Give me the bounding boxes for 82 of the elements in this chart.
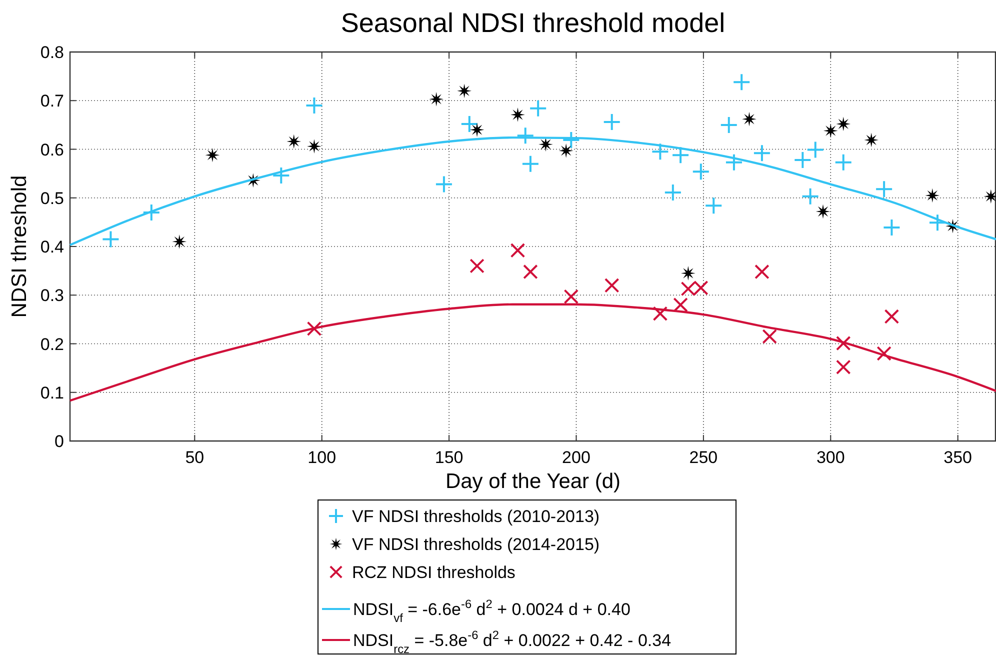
point — [305, 96, 324, 114]
y-tick-label: 0.3 — [40, 286, 64, 306]
point — [836, 116, 851, 132]
point — [672, 146, 690, 164]
point — [523, 264, 538, 280]
point — [882, 218, 901, 237]
point — [875, 180, 894, 198]
point — [704, 196, 723, 215]
point — [836, 336, 851, 351]
point — [521, 154, 540, 173]
point — [925, 188, 940, 203]
point — [876, 346, 892, 361]
point — [762, 329, 777, 344]
point — [604, 278, 620, 293]
point — [692, 162, 710, 181]
point — [834, 153, 852, 172]
point — [752, 144, 771, 162]
legend-label: VF NDSI thresholds (2010-2013) — [352, 507, 600, 526]
chart-title: Seasonal NDSI threshold model — [340, 8, 726, 38]
x-tick-label: 300 — [816, 448, 845, 467]
point — [742, 112, 756, 126]
point — [205, 148, 220, 162]
y-tick-label: 0.2 — [40, 334, 64, 354]
point — [720, 116, 738, 134]
point — [664, 184, 682, 202]
y-tick-label: 0.7 — [40, 92, 64, 111]
x-tick-label: 250 — [689, 448, 718, 467]
point — [272, 166, 290, 185]
legend-label: RCZ NDSI thresholds — [352, 563, 516, 582]
point — [142, 203, 160, 222]
y-axis-title: NDSI threshold — [8, 175, 31, 318]
point — [307, 139, 322, 154]
point — [516, 126, 534, 145]
point — [564, 289, 579, 304]
point — [651, 142, 670, 161]
point — [306, 321, 322, 336]
point — [286, 134, 302, 149]
point — [884, 309, 900, 324]
legend-label: VF NDSI thresholds (2014-2015) — [352, 535, 600, 554]
point — [928, 214, 946, 232]
x-tick-label: 100 — [308, 448, 336, 467]
x-tick-label: 50 — [185, 448, 204, 467]
point — [102, 230, 120, 248]
point — [864, 132, 879, 148]
point — [434, 175, 453, 194]
x-tick-label: 200 — [562, 448, 590, 467]
point — [470, 122, 484, 137]
point — [529, 99, 548, 118]
point — [429, 92, 444, 106]
point — [680, 266, 696, 280]
y-tick-label: 0.8 — [40, 43, 64, 62]
y-tick-label: 0.1 — [40, 383, 64, 402]
point — [457, 84, 472, 98]
point — [510, 242, 526, 258]
point — [652, 306, 668, 321]
point — [732, 73, 751, 92]
x-tick-label: 150 — [434, 448, 464, 467]
point — [724, 153, 743, 172]
legend-label: NDSI$_{rcz}$ = -5.8e$^{-6}$ d$^{2}$ + 0.0022 + 0.42 - 0.34 — [353, 628, 672, 656]
y-tick-label: 0.6 — [40, 140, 64, 160]
point — [806, 140, 824, 159]
point — [602, 113, 621, 132]
point — [754, 264, 770, 280]
y-tick-label: 0.5 — [40, 188, 64, 208]
point — [460, 114, 478, 133]
point — [470, 258, 484, 274]
point — [794, 150, 812, 169]
point — [801, 187, 820, 206]
x-axis-title: Day of the Year (d) — [445, 470, 621, 493]
point — [172, 234, 187, 249]
point — [510, 108, 525, 122]
point — [673, 297, 688, 312]
y-tick-label: 0.4 — [40, 238, 64, 256]
point — [558, 144, 574, 158]
legend-label: NDSI$_{vf}$ = -6.6e$^{-6}$ d$^{2}$ + 0.0024 d + 0.40 — [353, 597, 630, 625]
point — [562, 131, 580, 150]
point — [836, 360, 851, 374]
x-tick-label: 350 — [944, 448, 972, 467]
point — [538, 137, 553, 152]
point — [816, 204, 830, 219]
point — [823, 124, 838, 138]
y-tick-label: 0 — [54, 432, 64, 451]
